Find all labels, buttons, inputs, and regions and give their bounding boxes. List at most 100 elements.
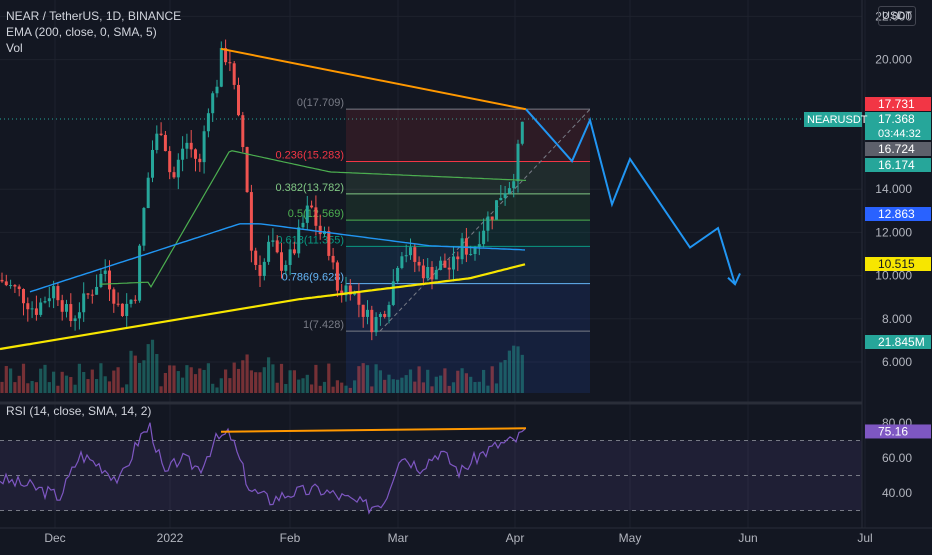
volume-bar [520, 354, 524, 393]
volume-bar [30, 380, 34, 393]
volume-bar [249, 370, 253, 393]
rsi-line [0, 422, 526, 515]
volume-bar [267, 357, 271, 393]
price-marker-fib-236-bg [865, 142, 931, 156]
volume-bar [288, 370, 292, 393]
candle-body [391, 281, 395, 305]
fib-trend-dashed [379, 108, 591, 332]
ema-200-line [0, 263, 526, 351]
volume-bar [396, 379, 400, 393]
price-marker-last-bg [865, 112, 931, 126]
candle-body [305, 205, 309, 223]
volume-bar [434, 376, 438, 393]
candle-body [69, 304, 73, 322]
volume-bar [21, 363, 26, 393]
fib-level-label: 0.618(11.355) [276, 234, 344, 246]
volume-bar [370, 386, 374, 393]
price-marker-fib-top-text: 17.731 [878, 97, 915, 111]
candle-body [254, 250, 258, 265]
candle-body [198, 158, 202, 163]
candle-body [65, 304, 68, 312]
symbol-tag: NEARUSDT [804, 112, 868, 127]
price-tick-label: 22.000 [875, 9, 912, 23]
volume-bar [305, 374, 309, 393]
volume-bar [301, 378, 305, 393]
volume-bar [198, 368, 202, 393]
projection-path [525, 108, 736, 285]
price-marker-last: 17.368 [865, 112, 931, 126]
candle-body [331, 255, 335, 263]
volume-bar [361, 363, 365, 393]
volume-bar [206, 363, 210, 393]
candle-body [482, 230, 486, 245]
volume-bar [9, 368, 13, 393]
volume-bar [116, 367, 120, 393]
candle-body [232, 63, 236, 85]
volume-bar [284, 384, 288, 393]
volume-legend[interactable]: Vol [6, 41, 23, 55]
volume-bar [232, 362, 236, 393]
volume-bar [56, 385, 60, 393]
candle-body [378, 314, 382, 318]
candle-body [95, 286, 99, 295]
candle-body [280, 252, 283, 271]
price-tick-label: 6.000 [882, 355, 912, 369]
symbol-title[interactable]: NEAR / TetherUS, 1D, BINANCE [6, 9, 182, 23]
volume-bar [357, 366, 361, 393]
candle-body [297, 227, 301, 254]
volume-bar [490, 366, 494, 393]
price-axis[interactable]: 22.000 20.000 14.000 12.000 10.000 8.000 6.000… [804, 9, 931, 369]
price-marker-ma-bg [865, 158, 931, 172]
candle-body [86, 293, 90, 295]
candle-body [116, 303, 120, 305]
candle-body [464, 238, 468, 255]
volume-marker-bg [865, 335, 931, 349]
fib-zone [346, 283, 590, 332]
volume-bar [279, 363, 284, 393]
time-axis[interactable]: Dec 2022 Feb Mar Apr May Jun Jul [44, 531, 872, 545]
fib-zone [346, 109, 590, 162]
candle-body [185, 142, 189, 149]
price-marker-fib-top-bg [865, 97, 931, 111]
price-marker-fib-236-text: 16.724 [878, 142, 915, 156]
candle-body [452, 256, 455, 270]
currency-button[interactable]: USDT [878, 6, 916, 26]
rsi-tick-label: 40.00 [882, 486, 912, 500]
candle-body [146, 177, 150, 209]
trendline [220, 47, 527, 111]
volume-bar [292, 370, 296, 393]
candle-body [103, 270, 107, 274]
candle-body [82, 293, 86, 313]
volume-bar [507, 350, 511, 393]
candle-body [469, 254, 473, 256]
candle-body [499, 197, 503, 201]
time-tick-label: Apr [506, 531, 525, 545]
candle-body [22, 289, 25, 304]
candle-body [142, 208, 146, 246]
candle-body [194, 149, 197, 159]
volume-bar [211, 383, 215, 393]
volume-bar [219, 378, 223, 393]
rsi-legend[interactable]: RSI (14, close, SMA, 14, 2) [6, 404, 152, 418]
candle-body [396, 267, 400, 282]
time-tick-label: Feb [280, 531, 301, 545]
volume-bar [176, 371, 180, 393]
candle-body [267, 241, 271, 262]
candle-body [52, 286, 56, 299]
ema-legend[interactable]: EMA (200, close, 0, SMA, 5) [6, 25, 157, 39]
candlesticks[interactable] [0, 39, 524, 341]
symbol-legend[interactable]: NEAR / TetherUS, 1D, BINANCE EMA (200, c… [6, 8, 181, 56]
volume-bar [297, 379, 301, 393]
fib-level-label: 1(7.428) [303, 319, 344, 331]
drawings[interactable] [220, 47, 741, 286]
volume-bar [443, 368, 447, 393]
volume-bar [365, 365, 370, 393]
fib-retracement[interactable]: 0(17.709)0.236(15.283)0.382(13.782)0.5(1… [276, 97, 591, 393]
candle-body [181, 148, 185, 160]
candle-body [4, 281, 8, 286]
volume-bar [228, 378, 232, 393]
candle-body [447, 267, 451, 270]
